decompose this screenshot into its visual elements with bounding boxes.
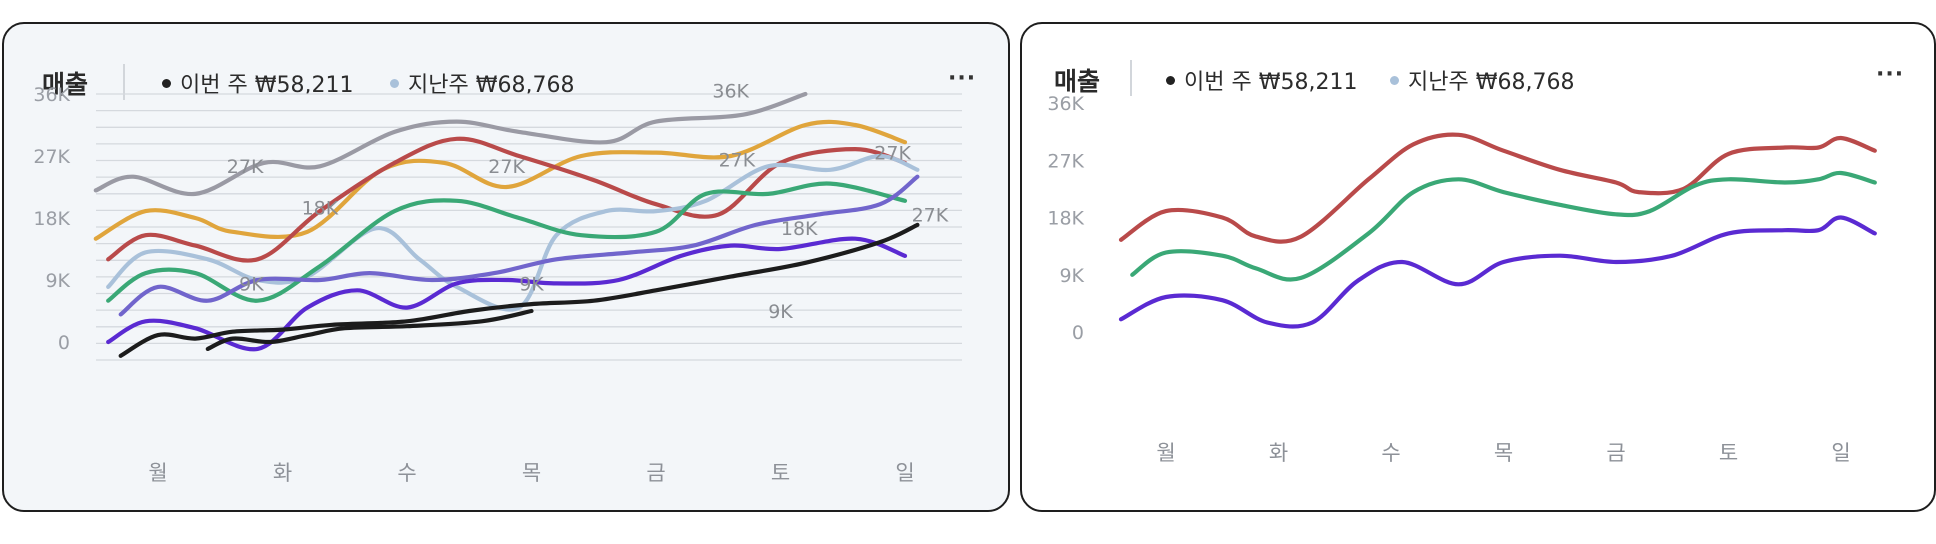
series-line xyxy=(1130,170,1877,282)
more-options-icon[interactable]: ··· xyxy=(1876,62,1905,87)
legend-item-last-week[interactable]: 지난주 ₩68,768 xyxy=(1390,64,1574,96)
x-tick-label: 화 xyxy=(1269,441,1288,465)
data-label: 36K xyxy=(712,80,749,102)
y-tick-label: 9K xyxy=(1059,265,1084,287)
header-divider xyxy=(1130,60,1132,96)
data-label: 18K xyxy=(302,198,339,220)
series-line xyxy=(93,91,808,197)
header-divider xyxy=(123,64,125,100)
legend-label-this-week: 이번 주 ₩58,211 xyxy=(1184,70,1358,95)
series-line xyxy=(1118,215,1877,329)
legend-item-this-week[interactable]: 이번 주 ₩58,211 xyxy=(1166,64,1357,96)
legend-dot-last-week xyxy=(390,78,399,88)
data-label: 9K xyxy=(768,301,793,323)
y-tick-label: 36K xyxy=(1047,93,1084,115)
y-tick-label: 18K xyxy=(1047,208,1084,230)
card-header: 매출 이번 주 ₩58,211 지난주 ₩68,768 ··· xyxy=(1022,24,1934,124)
legend-dot-last-week xyxy=(1390,75,1399,85)
series-line xyxy=(118,222,920,358)
y-tick-label: 0 xyxy=(1072,322,1084,344)
series-line xyxy=(106,153,920,312)
x-tick-label: 일 xyxy=(895,461,914,485)
x-tick-label: 금 xyxy=(646,461,665,485)
x-tick-label: 일 xyxy=(1831,441,1850,465)
data-label: 27K xyxy=(227,156,264,178)
x-tick-label: 화 xyxy=(273,461,292,485)
data-label: 27K xyxy=(874,142,911,164)
x-tick-label: 수 xyxy=(1381,441,1400,465)
x-tick-label: 월 xyxy=(148,461,167,485)
chart-card-left: 매출 이번 주 ₩58,211 지난주 ₩68,768 ··· 0 9K 18K 27… xyxy=(2,22,1010,512)
data-label: 27K xyxy=(912,204,949,226)
card-title: 매출 xyxy=(1054,67,1101,96)
x-tick-label: 토 xyxy=(1719,441,1738,465)
legend-label-last-week: 지난주 ₩68,768 xyxy=(1408,70,1575,95)
chart-card-right: 매출 이번 주 ₩58,211 지난주 ₩68,768 ··· 0 9K 18K 27… xyxy=(1020,22,1936,512)
data-label: 18K xyxy=(781,218,818,240)
series-line xyxy=(118,174,920,317)
y-tick-label: 27K xyxy=(1047,150,1084,172)
series-line xyxy=(106,236,908,352)
x-tick-label: 수 xyxy=(397,461,416,485)
line-chart-left: 0 9K 18K 27K 36K 월 화 수 목 금 토 일 36K 27K 18K 27K 27K 27K 27K… xyxy=(33,80,962,485)
y-tick-label: 27K xyxy=(33,146,70,168)
x-tick-label: 목 xyxy=(522,461,541,485)
series-line xyxy=(93,119,908,241)
y-tick-label: 18K xyxy=(33,208,70,230)
series-line xyxy=(1118,132,1877,244)
x-tick-label: 월 xyxy=(1156,441,1175,465)
data-label: 27K xyxy=(488,156,525,178)
legend-dot-this-week xyxy=(162,78,171,88)
series-line xyxy=(106,181,908,303)
card-title: 매출 xyxy=(42,70,89,99)
more-options-icon[interactable]: ··· xyxy=(948,66,977,91)
data-label: 9K xyxy=(239,273,264,295)
y-tick-label: 9K xyxy=(45,270,70,292)
y-tick-label: 36K xyxy=(33,84,70,106)
data-label: 9K xyxy=(519,273,544,295)
x-tick-label: 토 xyxy=(771,461,790,485)
y-tick-label: 0 xyxy=(58,332,70,354)
x-tick-label: 목 xyxy=(1494,441,1513,465)
series-line xyxy=(205,308,534,351)
x-tick-label: 금 xyxy=(1606,441,1625,465)
data-label: 27K xyxy=(719,149,756,171)
line-chart-right: 0 9K 18K 27K 36K 월 화 수 목 금 토 일 xyxy=(1047,93,1877,465)
legend-dot-this-week xyxy=(1166,75,1175,85)
series-line xyxy=(106,136,908,263)
